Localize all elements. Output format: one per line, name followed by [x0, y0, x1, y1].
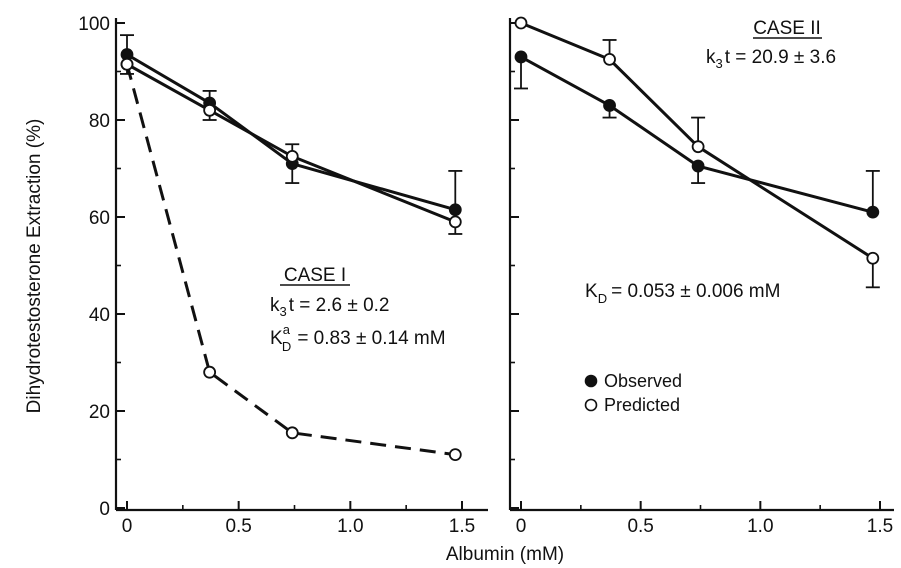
case-1-kd: Ka D = 0.83 ± 0.14 mM — [270, 322, 446, 354]
left-x-tick-label: 1.0 — [337, 516, 363, 537]
left-y-tick-label: 0 — [99, 499, 110, 520]
right-x-tick-label: 0.5 — [627, 516, 653, 537]
left-x-tick-label: 1.5 — [449, 516, 475, 537]
left-y-tick-label: 60 — [89, 208, 110, 229]
left-series-points — [120, 48, 462, 462]
left-series-line-0 — [126, 53, 456, 212]
left-data-point-predicted — [448, 215, 462, 229]
left-y-tick-label: 20 — [89, 402, 110, 423]
left-data-point-predicted — [203, 365, 217, 379]
left-data-point-predicted — [285, 426, 299, 440]
left-data-point-observed — [448, 203, 462, 217]
left-x-tick-label: 0 — [122, 516, 133, 537]
right-data-point-observed — [514, 50, 528, 64]
legend-observed-marker — [584, 374, 598, 388]
legend: Observed Predicted — [584, 371, 682, 415]
legend-predicted-marker — [584, 398, 598, 412]
left-data-point-predicted — [285, 149, 299, 163]
left-series-line-1 — [126, 62, 456, 224]
left-x-ticks: 0 0.5 1.0 1.5 — [122, 501, 475, 537]
case-2-title: CASE II — [753, 18, 821, 39]
right-series-points — [514, 16, 880, 265]
left-y-tick-label: 80 — [89, 111, 110, 132]
left-series-line-2 — [125, 63, 456, 457]
legend-predicted-label: Predicted — [604, 395, 680, 415]
case-1-title: CASE I — [284, 265, 346, 286]
case-2-annotation: CASE II k3 t = 20.9 ± 3.6 KD = 0.053 ± 0.0… — [585, 18, 836, 306]
right-x-ticks: 0 0.5 1.0 1.5 — [516, 501, 893, 537]
right-series-line-1 — [520, 21, 874, 260]
left-data-point-predicted — [448, 448, 462, 462]
left-y-axis-title: Dihydrotestosterone Extraction (%) — [24, 119, 45, 414]
right-x-tick-label: 1.0 — [747, 516, 773, 537]
left-y-ticks: 0 20 40 60 80 100 — [78, 14, 125, 520]
case-1-annotation: CASE I k3 t = 2.6 ± 0.2 Ka D = 0.83 ± 0.14 … — [270, 265, 446, 354]
shared-x-axis-title: Albumin (mM) — [446, 544, 564, 565]
left-y-tick-label: 40 — [89, 305, 110, 326]
right-data-point-predicted — [603, 52, 616, 66]
right-data-point-observed — [866, 205, 880, 219]
right-x-tick-label: 0 — [516, 516, 527, 537]
right-x-tick-label: 1.5 — [867, 516, 893, 537]
right-data-point-observed — [603, 99, 616, 112]
right-series-line-0 — [520, 55, 874, 214]
left-y-tick-label: 100 — [78, 14, 110, 35]
right-panel: 0 0.5 1.0 1.5 CASE II k3 t = 20.9 ± 3.6 KD = … — [508, 16, 894, 537]
left-data-point-predicted — [203, 103, 217, 117]
right-data-point-predicted — [691, 140, 705, 154]
left-series-lines — [125, 53, 456, 457]
right-data-point-predicted — [514, 16, 528, 30]
case-2-kd: KD = 0.053 ± 0.006 mM — [585, 281, 780, 306]
left-x-tick-label: 0.5 — [225, 516, 251, 537]
case-1-k3t: k3 t = 2.6 ± 0.2 — [270, 295, 389, 319]
right-series-lines — [520, 21, 874, 260]
right-data-point-predicted — [866, 251, 880, 265]
legend-observed-label: Observed — [604, 371, 682, 391]
right-y-ticks — [510, 22, 519, 509]
left-panel: 0 20 40 60 80 100 0 0.5 1.0 1.5 Dihydrotestoster… — [24, 14, 488, 537]
left-data-point-predicted — [120, 57, 134, 71]
right-data-point-observed — [691, 159, 705, 173]
case-2-k3t: k3 t = 20.9 ± 3.6 — [706, 47, 836, 71]
